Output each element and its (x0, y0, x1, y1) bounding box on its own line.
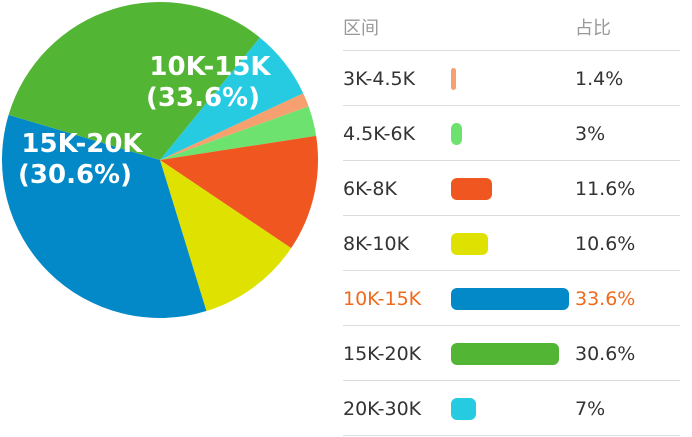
pie-label-10k-15k-pct: (33.6%) (146, 83, 260, 113)
table-row-15k-20k[interactable]: 15K-20K 30.6% (343, 326, 680, 381)
pie-slice-3k-4-5k[interactable] (160, 93, 309, 160)
table-row-6k-8k[interactable]: 6K-8K 11.6% (343, 161, 680, 216)
range-label: 8K-10K (343, 233, 410, 255)
pie-slice-10k-15k[interactable] (1, 114, 207, 319)
table-row-10k-15k[interactable]: 10K-15K 33.6% (343, 271, 680, 326)
share-value: 1.4% (575, 68, 624, 90)
table-header: 区间 占比 (343, 0, 680, 51)
pie-chart: 10K-15K (33.6%) 15K-20K (30.6%) (1, 2, 319, 319)
share-bar-20k-30k (451, 398, 476, 420)
table-rows: 3K-4.5K 1.4% 4.5K-6K 3% 6K-8K 11.6% 8K-10K 10.6… (343, 51, 680, 436)
range-label: 15K-20K (343, 343, 422, 365)
share-bar-6k-8k (451, 178, 492, 200)
pie-label-15k-20k-pct: (30.6%) (18, 160, 132, 190)
table-row-8k-10k[interactable]: 8K-10K 10.6% (343, 216, 680, 271)
share-value: 33.6% (575, 288, 636, 310)
range-label: 4.5K-6K (343, 123, 416, 145)
pie-slice-8k-10k[interactable] (160, 160, 292, 312)
pie-slice-4-5k-6k[interactable] (160, 106, 317, 160)
share-bar-3k-4-5k (451, 68, 456, 90)
range-label: 6K-8K (343, 178, 397, 200)
pie-slice-20k-30k[interactable] (160, 37, 304, 161)
table-row-20k-30k[interactable]: 20K-30K 7% (343, 381, 680, 436)
share-value: 11.6% (575, 178, 636, 200)
share-value: 30.6% (575, 343, 636, 365)
share-bar-15k-20k (451, 343, 559, 365)
range-label: 10K-15K (343, 288, 422, 310)
share-value: 10.6% (575, 233, 636, 255)
header-share: 占比 (575, 18, 611, 39)
range-label: 20K-30K (343, 398, 422, 420)
legend-table: 区间 占比 3K-4.5K 1.4% 4.5K-6K 3% 6K-8K 11.6% 8K-1… (343, 0, 680, 436)
share-bar-8k-10k (451, 233, 489, 255)
share-value: 3% (575, 123, 606, 145)
range-label: 3K-4.5K (343, 68, 416, 90)
pie-label-10k-15k-range: 10K-15K (149, 52, 271, 82)
share-value: 7% (575, 398, 606, 420)
pie-slice-15k-20k[interactable] (8, 2, 260, 161)
pie-slice-6k-8k[interactable] (160, 135, 319, 249)
table-row-3k-4-5k[interactable]: 3K-4.5K 1.4% (343, 51, 680, 106)
share-bar-10k-15k (451, 288, 569, 310)
table-row-4-5k-6k[interactable]: 4.5K-6K 3% (343, 106, 680, 161)
header-range: 区间 (343, 18, 379, 39)
pie-label-15k-20k-range: 15K-20K (21, 129, 143, 159)
share-bar-4-5k-6k (451, 123, 462, 145)
pie-slices (1, 2, 319, 319)
